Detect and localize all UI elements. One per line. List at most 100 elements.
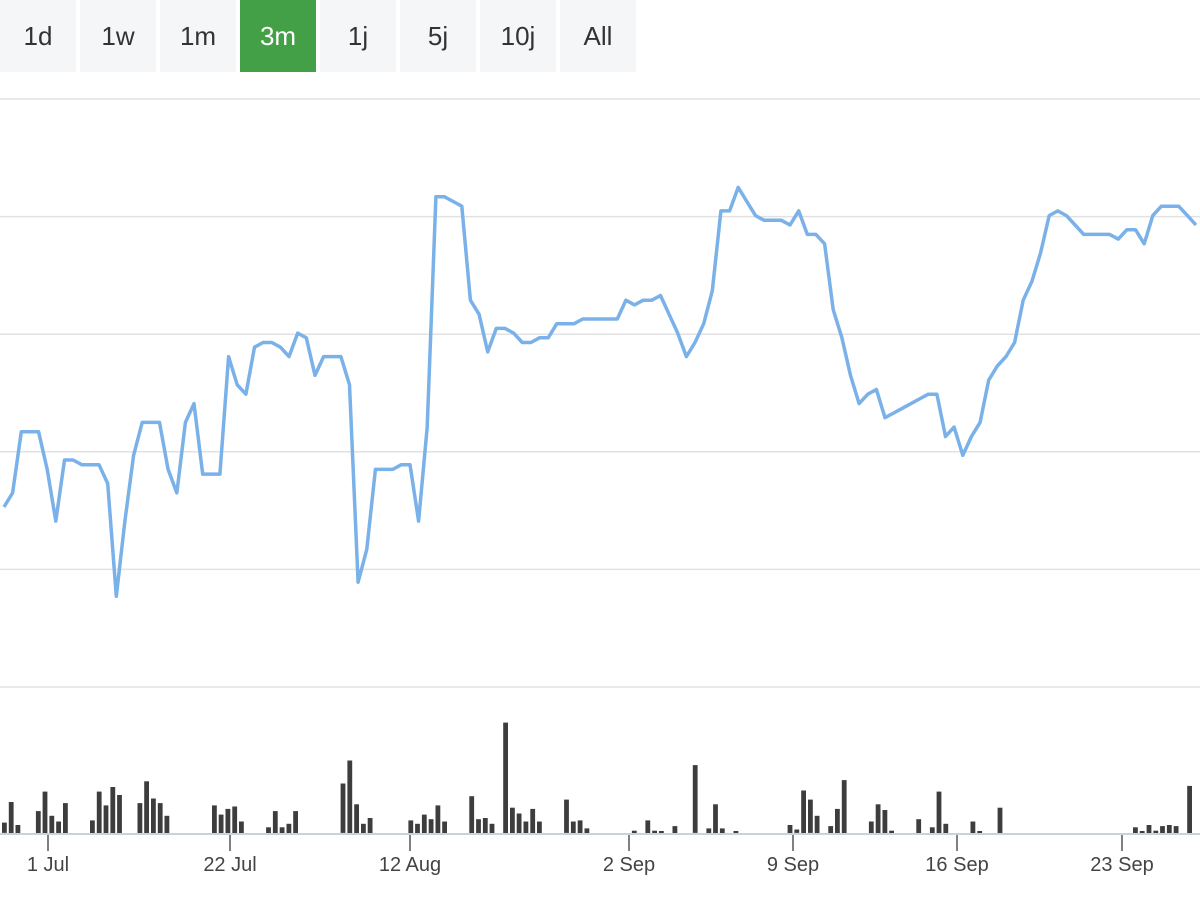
volume-bar: [469, 796, 475, 833]
volume-bar: [435, 805, 441, 833]
volume-bar: [733, 831, 739, 833]
volume-bar: [428, 819, 434, 833]
volume-bar: [354, 804, 359, 834]
volume-bars: [2, 722, 1192, 834]
volume-bar: [96, 791, 102, 833]
volume-bar: [164, 815, 170, 834]
volume-bar: [212, 805, 217, 833]
volume-bar: [63, 803, 68, 833]
volume-bar: [787, 825, 793, 834]
x-tick-label: 2 Sep: [603, 854, 655, 876]
volume-bar: [286, 823, 292, 833]
range-all-button[interactable]: All: [560, 0, 636, 72]
volume-bar: [1153, 830, 1159, 833]
volume-bar: [577, 820, 583, 834]
volume-bar: [584, 828, 590, 833]
volume-bar: [293, 811, 298, 833]
volume-bar: [570, 821, 576, 833]
volume-bar: [117, 795, 122, 833]
volume-bar: [808, 799, 813, 833]
volume-bar: [415, 823, 420, 833]
volume-bar: [828, 826, 834, 833]
volume-bar: [367, 818, 373, 833]
volume-bar: [719, 828, 725, 833]
volume-bar: [1133, 827, 1138, 834]
volume-bar: [537, 821, 542, 833]
volume-bar: [936, 791, 942, 833]
volume-bar: [516, 813, 522, 834]
volume-bar: [882, 810, 888, 833]
x-tick-label: 9 Sep: [767, 854, 819, 876]
volume-bar: [631, 830, 637, 833]
volume-bar: [15, 825, 21, 834]
range-1m-button[interactable]: 1m: [160, 0, 236, 72]
volume-bar: [49, 815, 55, 834]
volume-bar: [916, 819, 922, 833]
volume-bar: [706, 828, 712, 833]
range-1d-button[interactable]: 1d: [0, 0, 76, 72]
price-line: [2, 185, 1198, 599]
volume-bar: [476, 819, 481, 833]
volume-bar: [530, 808, 536, 833]
volume-bar: [103, 805, 109, 833]
volume-bar: [692, 765, 698, 833]
volume-bar: [482, 818, 488, 833]
volume-bar: [1146, 825, 1152, 834]
volume-bar: [90, 820, 95, 834]
volume-bar: [652, 830, 657, 833]
x-tick-label: 23 Sep: [1090, 854, 1153, 876]
volume-bar: [110, 787, 116, 833]
volume-bar: [421, 814, 427, 833]
volume-bar: [510, 807, 515, 833]
volume-bar: [218, 814, 224, 833]
volume-bar: [361, 823, 366, 833]
volume-bar: [157, 803, 163, 833]
volume-bar: [408, 820, 414, 834]
volume-bar: [347, 760, 353, 833]
volume-bar: [835, 808, 840, 833]
volume-bar: [340, 783, 346, 833]
range-10j-button[interactable]: 10j: [480, 0, 556, 72]
volume-bar: [672, 826, 678, 833]
volume-bar: [801, 790, 806, 833]
volume-bar: [489, 823, 495, 833]
x-tick-label: 16 Sep: [925, 854, 988, 876]
volume-bar: [144, 781, 149, 834]
volume-bar: [970, 821, 976, 833]
volume-bar: [875, 804, 881, 834]
x-tick-label: 12 Aug: [379, 854, 441, 876]
volume-bar: [8, 802, 14, 834]
volume-bar: [42, 791, 48, 833]
volume-bar: [266, 827, 271, 834]
volume-bar: [137, 803, 143, 833]
volume-bar: [1160, 826, 1165, 833]
volume-bar: [2, 822, 7, 833]
volume-bar: [659, 831, 664, 833]
range-3m-button[interactable]: 3m: [240, 0, 316, 72]
volume-bar: [564, 799, 569, 833]
volume-bar: [929, 827, 935, 834]
volume-bar: [225, 808, 231, 833]
volume-bar: [977, 831, 983, 833]
volume-bar: [1166, 825, 1172, 834]
volume-bar: [279, 827, 285, 834]
volume-bar: [1173, 826, 1179, 833]
volume-bar: [868, 821, 874, 833]
volume-bar: [56, 821, 61, 833]
range-5j-button[interactable]: 5j: [400, 0, 476, 72]
volume-bar: [232, 806, 238, 833]
volume-bar: [997, 807, 1003, 833]
volume-bar: [794, 829, 800, 833]
volume-bar: [841, 780, 847, 833]
volume-bar: [151, 798, 156, 833]
volume-bar: [35, 811, 41, 833]
volume-bar: [272, 811, 278, 833]
x-axis-ticks: 1 Jul 22 Jul 12 Aug 2 Sep 9 Sep 16 Sep 23 Sep: [27, 835, 1154, 876]
volume-bar: [239, 821, 244, 833]
grid-lines: [0, 98, 1200, 688]
range-1j-button[interactable]: 1j: [320, 0, 396, 72]
volume-bar: [523, 821, 529, 833]
range-1w-button[interactable]: 1w: [80, 0, 156, 72]
volume-bar: [943, 823, 949, 833]
